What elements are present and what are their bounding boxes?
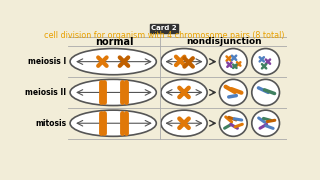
- Text: normal: normal: [95, 37, 133, 47]
- Text: meiosis II: meiosis II: [25, 88, 66, 97]
- Text: nondisjunction: nondisjunction: [186, 37, 261, 46]
- Ellipse shape: [161, 79, 207, 105]
- Ellipse shape: [220, 110, 247, 136]
- Text: mitosis: mitosis: [35, 119, 66, 128]
- Ellipse shape: [70, 79, 156, 105]
- Text: Card 2: Card 2: [151, 25, 177, 32]
- Ellipse shape: [161, 110, 207, 136]
- Text: cell division for organism with 4 chromosome pairs (8 total): cell division for organism with 4 chromo…: [44, 31, 284, 40]
- Ellipse shape: [252, 79, 279, 105]
- Ellipse shape: [252, 110, 279, 136]
- Ellipse shape: [70, 49, 156, 75]
- Text: meiosis I: meiosis I: [28, 57, 66, 66]
- Ellipse shape: [161, 49, 207, 75]
- Ellipse shape: [220, 79, 247, 105]
- Ellipse shape: [252, 49, 279, 75]
- Ellipse shape: [220, 49, 247, 75]
- Ellipse shape: [70, 110, 156, 136]
